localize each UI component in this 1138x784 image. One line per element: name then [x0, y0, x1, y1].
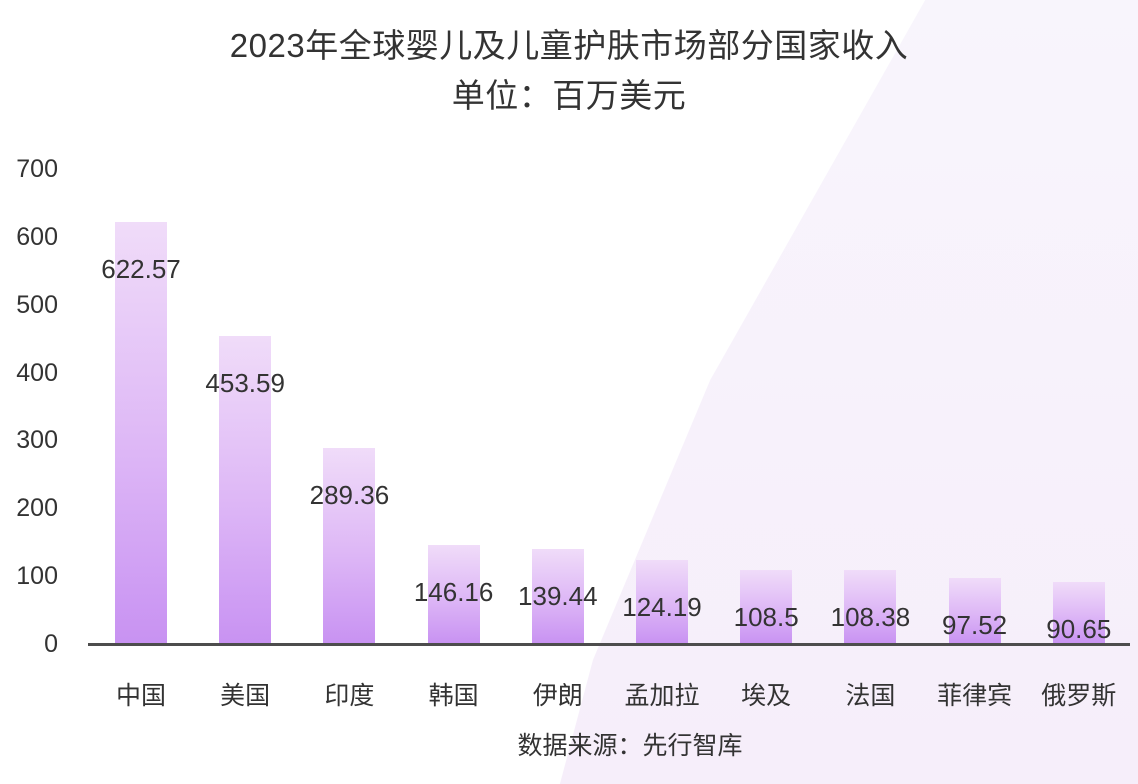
bar-value-label: 289.36 [309, 479, 390, 510]
bar-9 [1052, 582, 1105, 644]
x-axis-label: 伊朗 [532, 682, 583, 710]
x-axis-label: 中国 [115, 682, 166, 710]
bar-1 [219, 336, 272, 644]
x-axis-label: 孟加拉 [624, 682, 700, 710]
y-tick-label: 200 [16, 494, 58, 523]
bar-7 [844, 570, 897, 644]
chart-subtitle: 单位：百万美元 [451, 77, 687, 114]
y-tick-label: 700 [16, 155, 58, 183]
x-axis-label: 菲律宾 [937, 682, 1013, 710]
data-source-label: 数据来源：先行智库 [517, 732, 743, 760]
bar-0 [115, 221, 167, 644]
x-axis-label: 美国 [220, 682, 271, 710]
y-tick-label: 0 [44, 630, 58, 658]
bar-value-label: 453.59 [205, 368, 285, 399]
bar-3 [427, 544, 480, 644]
bar-value-label: 97.52 [942, 609, 1008, 640]
y-tick-label: 400 [16, 358, 58, 387]
x-axis-label: 韩国 [428, 682, 479, 710]
y-tick-label: 100 [16, 562, 58, 591]
bar-4 [531, 549, 584, 644]
chart-title: 2023年全球婴儿及儿童护肤市场部分国家收入 [229, 27, 909, 64]
x-axis-line [88, 643, 1130, 646]
bar-value-label: 139.44 [518, 581, 598, 612]
bar-value-label: 622.57 [101, 253, 181, 284]
y-tick-label: 300 [16, 426, 58, 455]
bar-value-label: 90.65 [1046, 614, 1112, 645]
bar-value-label: 108.38 [830, 602, 911, 633]
bar-value-label: 146.16 [413, 576, 494, 607]
bar-6 [740, 570, 793, 644]
bar-value-label: 124.19 [622, 591, 702, 622]
bar-value-label: 108.5 [733, 602, 799, 633]
bar-5 [636, 559, 688, 644]
x-axis-label: 俄罗斯 [1041, 682, 1117, 710]
x-axis-label: 埃及 [741, 682, 792, 710]
y-tick-label: 500 [16, 290, 58, 319]
x-axis-label: 法国 [845, 682, 896, 710]
bar-8 [948, 577, 1001, 644]
y-tick-label: 600 [16, 222, 58, 251]
bar-2 [323, 447, 376, 644]
x-axis-label: 印度 [324, 682, 375, 710]
